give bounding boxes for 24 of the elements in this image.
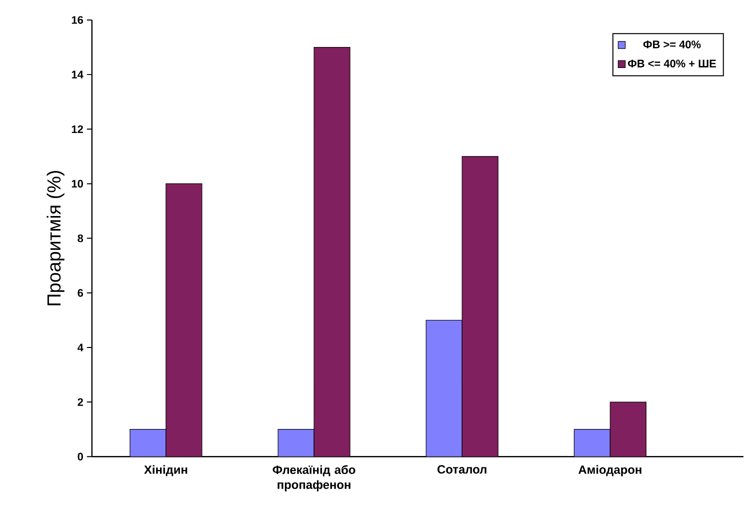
- y-tick-label: 2: [78, 398, 83, 406]
- x-tick-label: Флекаїнід або пропафенон: [272, 465, 356, 492]
- x-tick-label: Соталол: [438, 465, 486, 474]
- y-axis-title: Проаритмія (%): [46, 171, 64, 306]
- bar: [130, 429, 166, 457]
- bar: [314, 47, 350, 457]
- bar: [426, 320, 462, 457]
- y-tick-label: 10: [72, 180, 83, 188]
- y-tick-label: 16: [72, 16, 84, 24]
- y-tick-label: 8: [78, 234, 84, 242]
- bar: [462, 156, 498, 457]
- legend-label: ФВ >= 40%: [643, 40, 701, 49]
- bar: [610, 402, 646, 457]
- bar: [278, 429, 314, 457]
- legend-label: ФВ <= 40% + ШЕ: [628, 60, 716, 68]
- y-tick-label: 12: [72, 126, 83, 134]
- bar: [166, 184, 202, 457]
- y-tick-label: 14: [72, 71, 84, 79]
- y-tick-label: 4: [78, 344, 84, 352]
- bar: [574, 429, 610, 457]
- y-tick-label: 6: [78, 289, 84, 297]
- y-tick-label: 0: [78, 452, 83, 461]
- x-tick-label: Хінідин: [144, 465, 188, 476]
- x-tick-label: Аміодарон: [578, 465, 642, 476]
